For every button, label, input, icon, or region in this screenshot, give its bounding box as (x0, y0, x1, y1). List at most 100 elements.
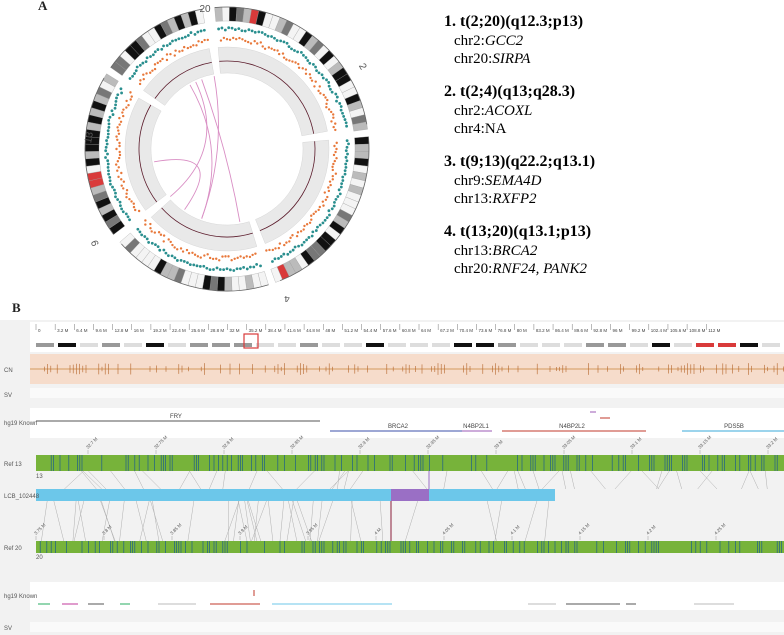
fusion-chr: chr13: (454, 243, 493, 259)
cnv-dot (114, 100, 118, 103)
cnv-dot (266, 34, 270, 38)
lcb-block-left[interactable] (36, 489, 391, 501)
fusion-gene: RXFP2 (492, 191, 537, 207)
cnv-dot (151, 53, 155, 57)
cnv-dot (166, 254, 170, 258)
ideogram-band (231, 276, 240, 292)
fusion-chr: chr20: (454, 51, 493, 67)
gene-lines-bottom (38, 590, 734, 605)
ideogram-tick-label: 28.8 M (210, 328, 224, 333)
genome-browser: 0 3.2 M 6.4 M 9.6 M 12.8 M 16 M 19.2 M 22.4 M 25… (0, 320, 784, 635)
snv-dot (313, 85, 316, 88)
snv-dot (137, 209, 141, 213)
snv-dot (165, 53, 169, 56)
snv-dot (221, 255, 224, 258)
cnv-dot (334, 197, 338, 201)
cnv-dot (111, 113, 115, 116)
cnv-dot (327, 209, 331, 213)
cnv-dot (126, 215, 130, 219)
cnv-dot (107, 122, 111, 126)
cnv-dot (180, 36, 184, 40)
cnv-dot (233, 28, 237, 32)
cnv-dot (341, 179, 345, 182)
cnv-dot (247, 28, 251, 32)
snv-dot (239, 255, 242, 258)
cnv-dot (162, 44, 165, 48)
cnv-dot (175, 259, 179, 262)
fusion-chr: chr13: (454, 191, 493, 207)
fusion-chr: chr20: (454, 261, 493, 277)
cnv-dot (193, 32, 197, 36)
snv-dot (309, 76, 312, 80)
cnv-dot (158, 248, 162, 252)
snv-dot (150, 230, 153, 233)
cnv-dot (314, 229, 318, 232)
snv-dot (189, 45, 192, 49)
gene-label-fry: FRY (170, 414, 182, 420)
snv-dot (197, 40, 200, 43)
cnv-dot (282, 252, 286, 256)
snv-dot (122, 180, 126, 183)
cnv-dot (227, 26, 231, 30)
snv-dot (323, 191, 326, 194)
cnv-dot (145, 56, 149, 60)
cnv-dot (273, 36, 276, 40)
ideogram-selection-marker[interactable] (243, 333, 259, 349)
cnv-dot (107, 125, 111, 129)
cnv-dot (153, 50, 157, 54)
cnv-dot (145, 237, 149, 241)
snv-dot (294, 61, 297, 64)
cnv-dot (113, 188, 116, 192)
lcb-block-right[interactable] (429, 489, 555, 501)
fusion-chr: chr2: (454, 103, 485, 119)
cnv-dot (106, 152, 109, 156)
cnv-dot (332, 204, 336, 208)
cnv-dot (253, 30, 257, 34)
snv-dot (331, 178, 334, 181)
snv-dot (332, 125, 335, 129)
snv-dot (261, 45, 264, 48)
ideogram-ruler: 0 3.2 M 6.4 M 9.6 M 12.8 M 16 M 19.2 M 22.4 M 25… (35, 324, 721, 333)
ideogram-band (354, 151, 370, 160)
cnv-dot (279, 255, 283, 258)
snv-dot (153, 231, 157, 234)
cnv-dot (293, 49, 296, 52)
cnv-dot (340, 182, 344, 186)
cnv-dot (165, 44, 169, 47)
snv-dot (142, 77, 145, 81)
snv-dot (295, 234, 299, 238)
fusion-gene: NA (484, 121, 507, 137)
cnv-dot (168, 42, 172, 46)
snv-dot (228, 38, 232, 41)
snv-dot (116, 138, 119, 141)
cnv-dot (170, 254, 174, 258)
snv-dot (331, 174, 334, 178)
ideogram-tick-label: 80 M (517, 328, 527, 333)
cnv-dot (342, 115, 346, 118)
cnv-dot (202, 28, 206, 32)
ideogram-band (224, 276, 233, 292)
snv-dot (161, 57, 164, 61)
chromosome-label-4: 4 (284, 293, 290, 302)
snv-dot (235, 37, 238, 41)
ideogram-tick-label: 54.4 M (364, 328, 378, 333)
snv-dot (116, 126, 119, 129)
cnv-dot (334, 92, 338, 96)
lcb-block-middle[interactable] (391, 489, 429, 501)
cnv-dot (242, 265, 246, 269)
fusion-gene: BRCA2 (492, 243, 538, 259)
snv-dot (227, 255, 230, 258)
cnv-dot (215, 266, 219, 270)
snv-dot (277, 52, 281, 56)
ideogram-tick-label: 112 M (708, 328, 720, 333)
snv-dot (241, 38, 244, 41)
snv-dot (120, 184, 123, 187)
cnv-dot (228, 268, 232, 272)
fusion-title: t(9;13)(q22.2;q13.1) (460, 153, 596, 170)
cnv-dot (119, 204, 122, 208)
fusion-title: t(2;20)(q12.3;p13) (460, 13, 584, 30)
snv-dot (122, 187, 125, 190)
cnv-dot (346, 152, 349, 156)
ideogram-band (214, 6, 223, 22)
cnv-dot (128, 218, 131, 222)
